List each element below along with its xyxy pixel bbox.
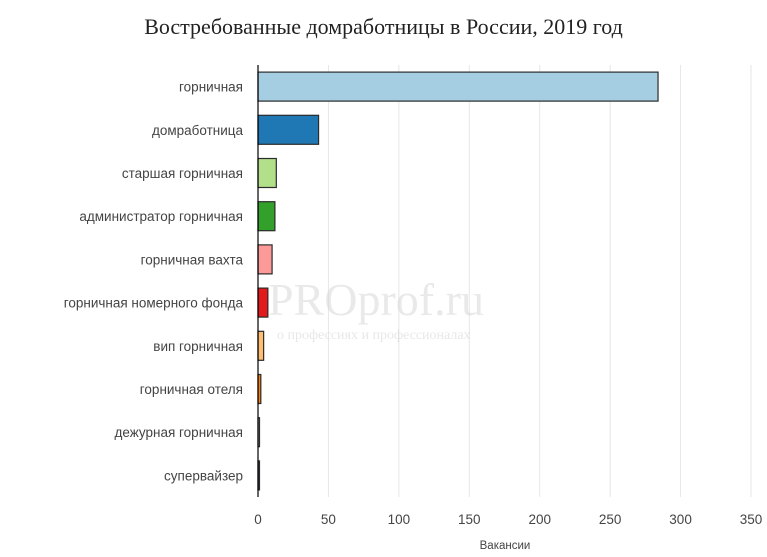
chart-title: Востребованные домработницы в России, 20… (144, 14, 623, 39)
x-axis-title: Вакансии (480, 540, 531, 552)
x-tick-label: 100 (388, 512, 411, 527)
x-tick-label: 0 (254, 512, 262, 527)
category-label: дежурная горничная (115, 425, 244, 440)
bar (257, 330, 265, 361)
x-tick-label: 200 (528, 512, 551, 527)
bar (257, 71, 659, 102)
category-label: домработница (152, 123, 244, 138)
x-tick-label: 250 (599, 512, 622, 527)
category-label: горничная вахта (141, 252, 244, 267)
category-label: администратор горничная (79, 209, 243, 224)
category-label: горничная (179, 80, 243, 95)
category-label: горничная номерного фонда (64, 296, 244, 311)
bar (257, 114, 320, 145)
watermark-sub-text: о профессиях и профессионалах (277, 328, 471, 343)
watermark: PROprof.ru о профессиях и профессионалах (268, 274, 484, 343)
bar (257, 157, 277, 189)
grid-layer (327, 65, 752, 497)
category-labels: горничная домработница старшая горничная ад… (64, 80, 244, 484)
x-tick-label: 350 (740, 512, 763, 527)
category-label: старшая горничная (122, 166, 243, 181)
x-tick-label: 150 (458, 512, 481, 527)
watermark-main-text: PROprof.ru (268, 274, 484, 325)
category-label: горничная отеля (140, 382, 243, 397)
category-label: супервайзер (164, 468, 243, 483)
x-tick-labels: 0 50 100 150 200 250 300 350 (254, 512, 762, 527)
bar (257, 287, 269, 318)
bar (257, 201, 276, 232)
category-label: вип горничная (153, 339, 243, 354)
x-tick-label: 50 (321, 512, 336, 527)
bar (257, 244, 273, 275)
bars-layer (257, 71, 659, 491)
x-tick-label: 300 (669, 512, 692, 527)
